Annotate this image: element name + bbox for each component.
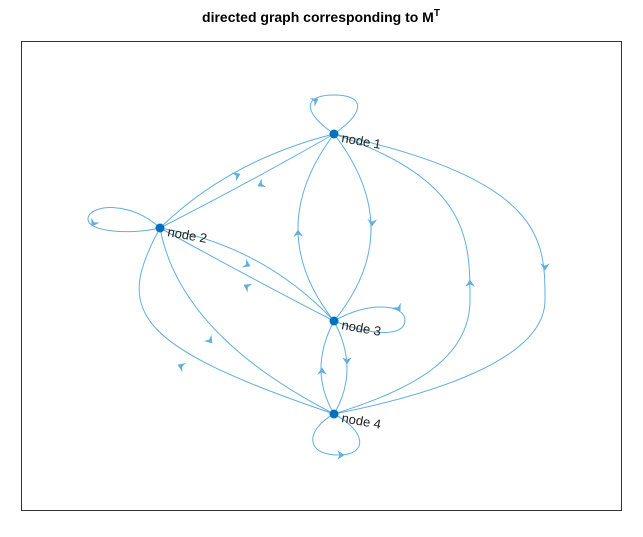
edge (159, 227, 335, 322)
node (329, 129, 339, 139)
arrowhead (465, 279, 475, 287)
axes-box (21, 41, 622, 511)
arrowhead (293, 229, 304, 237)
arrowhead (392, 302, 401, 312)
edge (333, 306, 406, 333)
edge (309, 94, 359, 135)
edge (159, 133, 335, 229)
arrowhead (309, 98, 319, 107)
arrowhead (231, 172, 241, 182)
edge (297, 133, 335, 322)
edge (159, 133, 335, 229)
edge (159, 227, 335, 415)
title: directed graph corresponding to MT (202, 8, 440, 25)
arrowhead (177, 363, 187, 373)
node-label: node 2 (166, 224, 208, 246)
title-text: directed graph corresponding to M (202, 9, 434, 25)
node (329, 316, 339, 326)
edge (159, 227, 335, 322)
node (329, 409, 339, 419)
edge (333, 320, 348, 415)
node (155, 223, 165, 233)
arrowhead (317, 367, 327, 375)
arrowheads (91, 98, 550, 460)
arrowhead (91, 217, 100, 227)
edge (138, 227, 335, 415)
arrowhead (337, 450, 345, 460)
edges (87, 94, 546, 456)
arrowhead (342, 357, 352, 365)
arrowhead (203, 334, 213, 344)
arrowhead (241, 258, 251, 268)
arrowhead (540, 263, 550, 271)
arrowhead (243, 283, 253, 293)
edge (87, 207, 161, 233)
node-label: node 3 (340, 317, 382, 339)
edge (333, 133, 546, 415)
node-label: node 1 (340, 130, 382, 152)
node-label: node 4 (340, 410, 382, 432)
edge (333, 133, 471, 415)
title-superscript: T (434, 8, 440, 19)
nodes: node 1 node 2 node 3 node 4 (155, 129, 382, 432)
edge (320, 320, 335, 415)
arrowhead (367, 219, 378, 227)
edge (312, 413, 361, 456)
arrowhead (257, 178, 267, 188)
edge (333, 133, 372, 322)
